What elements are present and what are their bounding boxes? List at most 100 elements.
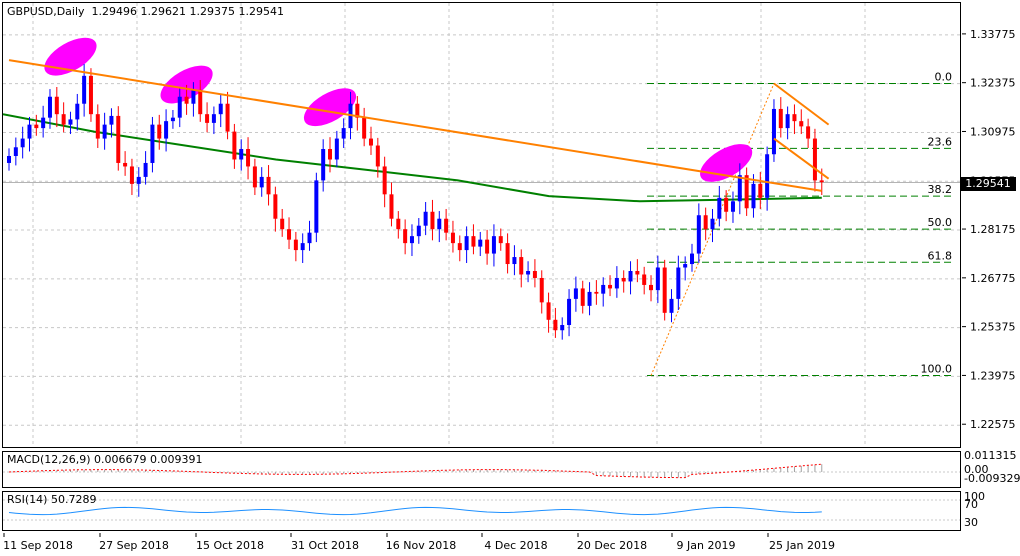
candle-body xyxy=(437,218,442,230)
ohlc-open: 1.29496 xyxy=(91,5,138,18)
price-tick-label: 1.22575 xyxy=(970,418,1016,431)
time-tick-label: 31 Oct 2018 xyxy=(291,539,359,552)
candle-body xyxy=(812,138,817,181)
candle-body xyxy=(608,284,613,289)
price-tick-label: 1.33775 xyxy=(970,28,1016,41)
macd-name: MACD(12,26,9) xyxy=(7,453,91,466)
macd-tick-label: -0.009329 xyxy=(964,472,1020,485)
candle-body xyxy=(129,166,134,184)
candle-body xyxy=(560,325,565,331)
candle-body xyxy=(457,243,462,251)
candle-body xyxy=(41,117,46,129)
candle-body xyxy=(109,115,114,125)
candle-body xyxy=(799,121,804,127)
candle-body xyxy=(649,284,654,291)
rsi-value: 50.7289 xyxy=(50,493,97,506)
macd-panel[interactable]: MACD(12,26,9) 0.006679 0.009391 xyxy=(2,451,961,488)
fib-level-label: 50.0 xyxy=(928,216,953,229)
rsi-line xyxy=(8,506,822,516)
candle-body xyxy=(95,114,100,139)
candle-body xyxy=(157,124,162,139)
price-tick-label: 1.23975 xyxy=(970,369,1016,382)
candle-body xyxy=(771,108,776,155)
candle-body xyxy=(594,291,599,294)
candle-body xyxy=(246,149,251,167)
candle-body xyxy=(751,183,756,209)
candle-body xyxy=(744,175,749,209)
candle-body xyxy=(341,128,346,139)
candle-body xyxy=(27,124,32,139)
candle-body xyxy=(526,271,531,275)
ohlc-low: 1.29375 xyxy=(189,5,236,18)
candle-body xyxy=(491,236,496,254)
candle-body xyxy=(737,175,742,202)
candle-body xyxy=(423,211,428,226)
candle-body xyxy=(102,124,107,139)
time-axis: 11 Sep 2018 27 Sep 2018 15 Oct 2018 31 Oct … xyxy=(3,533,835,552)
candle-body xyxy=(730,201,735,212)
candle-body xyxy=(546,302,551,320)
candle-body xyxy=(505,243,510,265)
price-chart-panel[interactable]: 0.0 23.6 38.2 50.0 61.8 100.0 GBPUSD,Daily 1.… xyxy=(2,2,961,448)
candle-body xyxy=(375,145,380,167)
macd-tick-label: 0.00 xyxy=(964,463,989,476)
price-tick-label: 1.25375 xyxy=(970,321,1016,334)
candle-body xyxy=(785,114,790,129)
candle-body xyxy=(164,121,169,139)
candle-body xyxy=(614,277,619,289)
candle-body xyxy=(314,180,319,233)
trendline-channel-top xyxy=(773,82,830,126)
candle-body xyxy=(150,124,155,163)
rsi-panel[interactable]: RSI(14) 50.7289 xyxy=(2,491,961,531)
candle-body xyxy=(485,239,490,254)
candle-body xyxy=(683,264,688,268)
time-tick-label: 20 Dec 2018 xyxy=(577,539,647,552)
candle-body xyxy=(34,124,39,129)
candle-body xyxy=(669,298,674,313)
macd-value: 0.006679 xyxy=(94,453,147,466)
candle-body xyxy=(642,274,647,285)
price-tick-label: 1.32375 xyxy=(970,77,1016,90)
candle-body xyxy=(68,119,73,125)
candle-body xyxy=(806,126,811,139)
ohlc-high: 1.29621 xyxy=(140,5,187,18)
candle-body xyxy=(328,149,333,160)
highlight-marker xyxy=(44,37,97,76)
highlight-marker xyxy=(303,88,357,127)
rsi-label: RSI(14) 50.7289 xyxy=(7,493,96,506)
time-tick-label: 27 Sep 2018 xyxy=(99,539,169,552)
fib-level-label: 100.0 xyxy=(921,363,953,376)
candle-body xyxy=(307,232,312,244)
time-tick-label: 11 Sep 2018 xyxy=(3,539,73,552)
candle-body xyxy=(273,194,278,219)
price-axis: 1.337751.323751.309751.295751.281751.267… xyxy=(962,28,1020,529)
candle-body xyxy=(676,267,681,299)
candle-body xyxy=(300,243,305,251)
rsi-name: RSI(14) xyxy=(7,493,48,506)
candle-body xyxy=(601,284,606,294)
candle-body xyxy=(232,131,237,160)
candle-body xyxy=(218,103,223,115)
fib-level-label: 0.0 xyxy=(935,71,953,84)
rsi-svg xyxy=(3,499,960,521)
candle-body xyxy=(403,229,408,244)
candle-body xyxy=(567,298,572,326)
candle-body xyxy=(136,176,141,184)
candle-body xyxy=(198,89,203,115)
highlight-marker xyxy=(160,65,213,104)
price-tick-label: 1.28175 xyxy=(970,223,1016,236)
candle-body xyxy=(75,103,80,120)
candle-body xyxy=(293,239,298,251)
candle-body xyxy=(7,155,11,163)
candle-body xyxy=(54,96,59,115)
candle-body xyxy=(123,162,128,167)
candle-body xyxy=(61,114,66,125)
ohlc-close: 1.29541 xyxy=(238,5,285,18)
candle-body xyxy=(635,271,640,275)
chart-title: GBPUSD,Daily 1.29496 1.29621 1.29375 1.2… xyxy=(7,5,284,18)
candle-body xyxy=(819,180,824,183)
candle-body xyxy=(778,108,783,129)
moving-average-line xyxy=(2,113,822,203)
candle-body xyxy=(710,218,715,230)
macd-svg xyxy=(3,463,960,479)
